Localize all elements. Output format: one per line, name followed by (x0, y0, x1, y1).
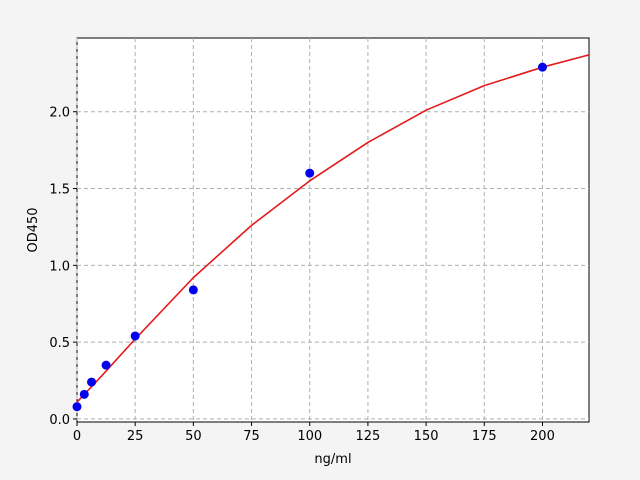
data-point (79, 389, 89, 399)
y-tick-label: 0.5 (49, 336, 70, 351)
x-tick-label: 100 (297, 429, 322, 444)
y-tick-label: 1.0 (49, 259, 70, 274)
x-tick-label: 25 (127, 429, 144, 444)
data-point (72, 402, 82, 412)
data-point (537, 62, 547, 72)
x-axis-label: ng/ml (314, 452, 351, 467)
y-tick-label: 0.0 (49, 413, 70, 428)
x-tick-label: 150 (414, 429, 439, 444)
data-point (305, 168, 315, 178)
y-axis-label: OD450 (26, 207, 41, 252)
x-tick-label: 200 (530, 429, 555, 444)
x-tick-label: 75 (243, 429, 260, 444)
plot-area (76, 37, 590, 423)
data-point (101, 360, 111, 370)
x-tick-label: 0 (73, 429, 81, 444)
y-tick-label: 2.0 (49, 106, 70, 121)
x-tick-label: 175 (472, 429, 497, 444)
data-point (188, 285, 198, 295)
fit-curve (76, 54, 590, 403)
data-point (130, 331, 140, 341)
data-point (87, 377, 97, 387)
y-tick-label: 1.5 (49, 183, 70, 198)
x-tick-label: 125 (355, 429, 380, 444)
x-tick-label: 50 (185, 429, 202, 444)
